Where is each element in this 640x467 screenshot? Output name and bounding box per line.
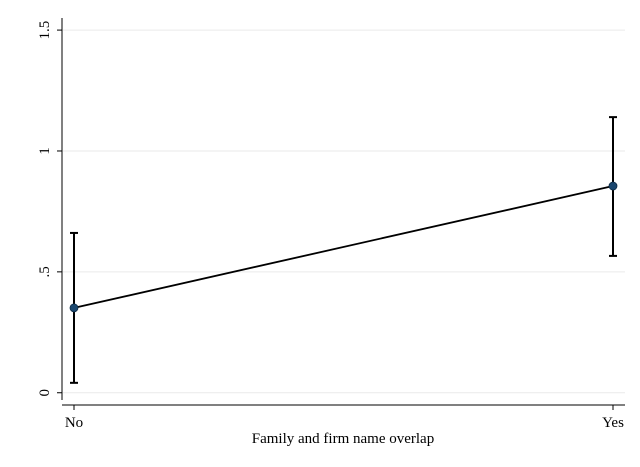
point [608,181,618,191]
line [73,185,614,309]
y-tick-label: 0 [37,389,53,397]
y-tick-label: 1.5 [37,21,53,40]
y-tick-label: .5 [37,266,53,277]
y-tick-label: 1 [37,147,53,155]
point [69,303,79,313]
x-axis-label: Family and firm name overlap [252,431,434,447]
x-tick-label: No [65,415,83,431]
x-tick-label: Yes [602,415,624,431]
